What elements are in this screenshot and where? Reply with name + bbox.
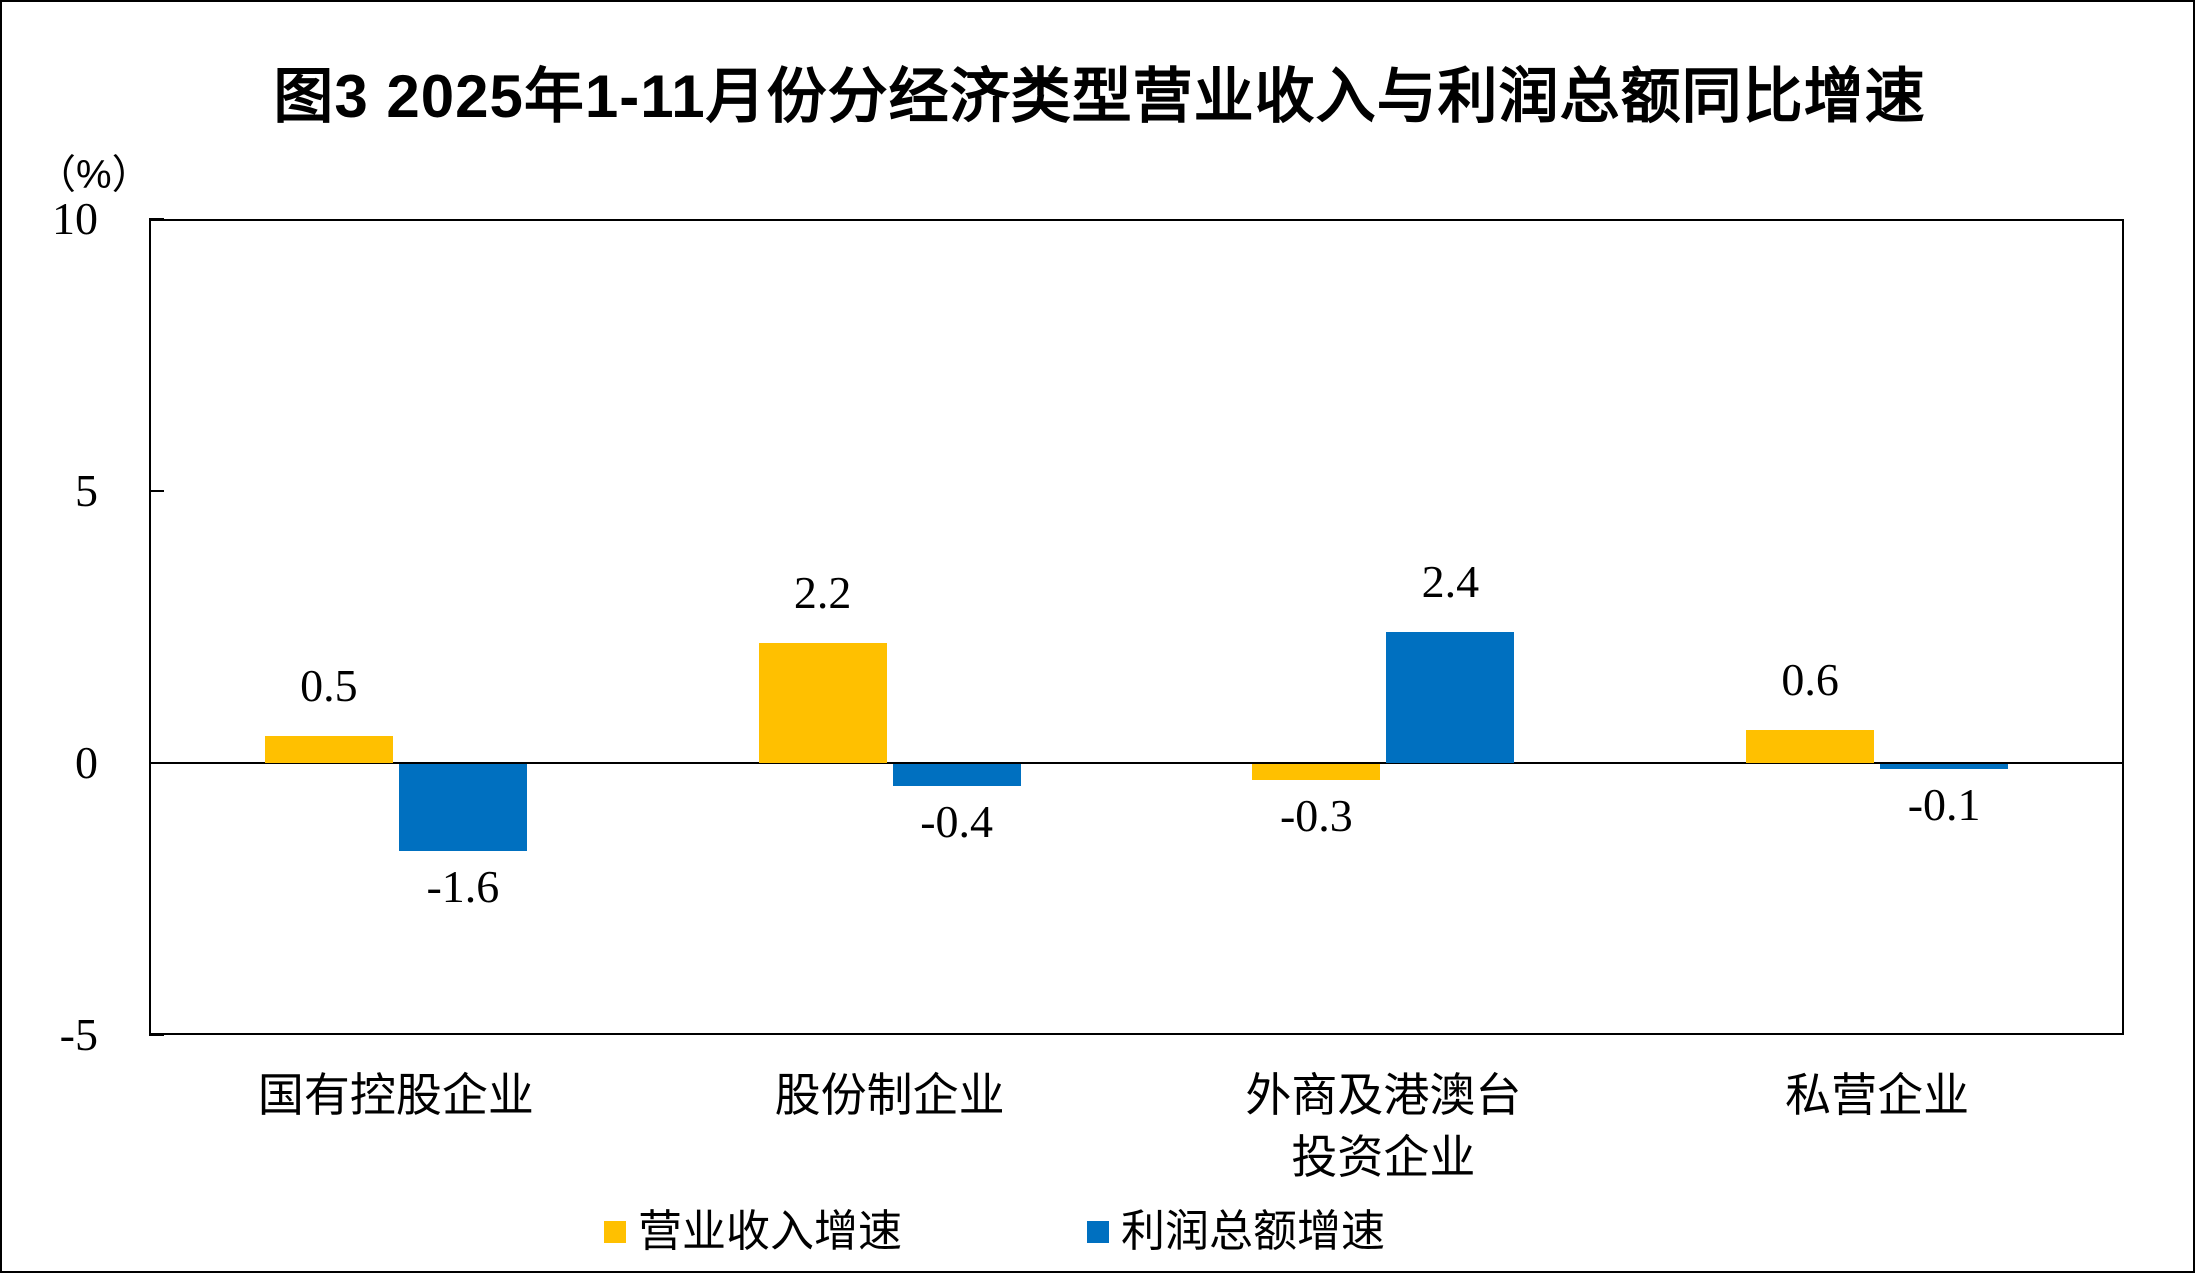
legend-label-series1: 营业收入增速	[638, 1207, 902, 1256]
bar-series2-cat2	[892, 764, 1021, 786]
legend-label-series2: 利润总额增速	[1121, 1207, 1385, 1256]
x-axis-label-cat2: 股份制企业	[774, 1069, 1005, 1121]
bar-series1-cat3	[1252, 764, 1381, 781]
x-axis-label-cat3: 外商及港澳台 投资企业	[1245, 1069, 1522, 1183]
y-axis-tick-10	[149, 218, 164, 220]
y-axis-tick-5	[149, 490, 164, 492]
legend-swatch-series2	[1087, 1221, 1109, 1243]
legend: 营业收入增速 利润总额增速	[604, 1206, 1385, 1258]
y-axis-tick-label-5: 5	[75, 465, 98, 516]
data-label-series1-cat4: 0.6	[1781, 654, 1839, 706]
zero-baseline	[149, 762, 2124, 764]
bar-series2-cat1	[398, 764, 527, 852]
y-axis-tick-label-10: 10	[52, 193, 98, 244]
y-axis-tick-label-0: 0	[75, 737, 98, 788]
bar-series2-cat3	[1386, 632, 1515, 763]
x-axis-label-cat4: 私营企业	[1785, 1069, 1970, 1121]
data-label-series1-cat3: -0.3	[1279, 790, 1353, 842]
bar-series2-cat4	[1880, 764, 2009, 770]
data-label-series2-cat4: -0.1	[1907, 779, 1981, 831]
legend-item-series1: 营业收入增速	[604, 1206, 902, 1258]
x-axis-label-cat1: 国有控股企业	[257, 1069, 534, 1121]
bar-series1-cat4	[1746, 730, 1875, 763]
bar-series1-cat2	[758, 643, 887, 763]
data-label-series2-cat2: -0.4	[920, 795, 994, 847]
chart-title: 图3 2025年1-11月份分经济类型营业收入与利润总额同比增速	[273, 63, 1926, 130]
plot-area-frame	[149, 219, 2124, 1035]
bar-series1-cat1	[264, 735, 393, 763]
y-axis-tick--5	[149, 1034, 164, 1036]
data-label-series2-cat1: -1.6	[426, 861, 500, 913]
legend-item-series2: 利润总额增速	[1087, 1206, 1385, 1258]
data-label-series1-cat2: 2.2	[793, 567, 852, 619]
legend-swatch-series1	[604, 1221, 626, 1243]
data-label-series2-cat3: 2.4	[1421, 556, 1480, 608]
y-axis-tick-label--5: -5	[59, 1009, 98, 1060]
y-axis-unit-label: （%）	[36, 153, 152, 197]
data-label-series1-cat1: 0.5	[300, 659, 358, 711]
